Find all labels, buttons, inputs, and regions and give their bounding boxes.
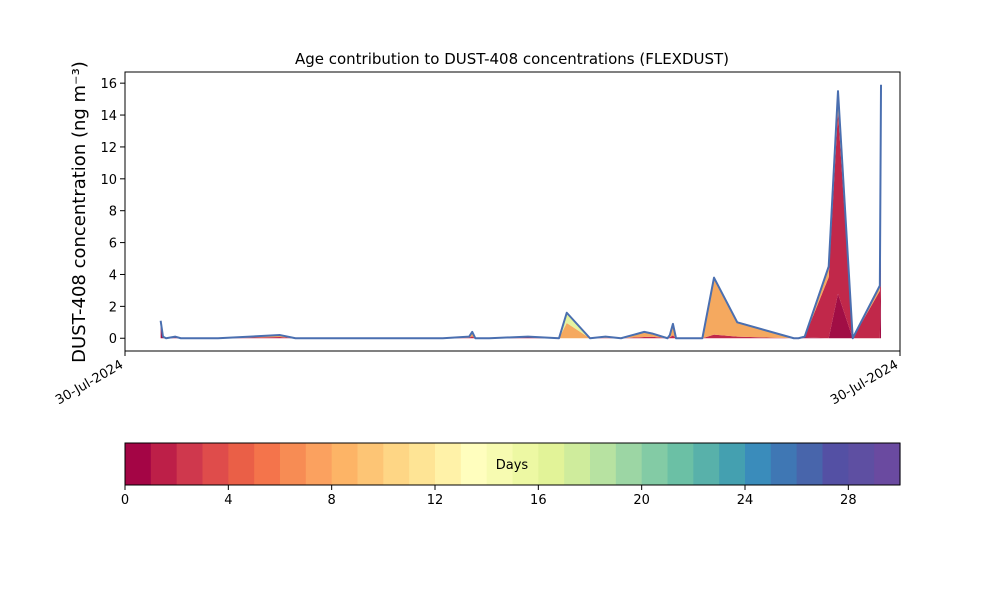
plot-frame [124, 71, 901, 352]
y-tick-label: 12 [100, 141, 117, 156]
colorbar-cell [512, 443, 539, 485]
area-layers [160, 84, 882, 339]
colorbar-ticks: 0 4 8 12 16 20 24 28 [121, 485, 857, 508]
colorbar-frame [124, 442, 901, 486]
colorbar-cell [357, 443, 384, 485]
colorbar-cell [202, 443, 229, 485]
colorbar-tick-label: 4 [224, 493, 232, 508]
area-age-2-8d [160, 92, 882, 339]
colorbar-tick-label: 24 [737, 493, 754, 508]
area-age-8-16d [160, 84, 882, 339]
y-tick-label: 14 [100, 109, 117, 124]
colorbar-tick-label: 20 [633, 493, 650, 508]
colorbar-label: Days [496, 458, 529, 473]
colorbar-cell [280, 443, 307, 485]
colorbar: Days 0 4 8 12 16 20 24 28 [121, 442, 901, 508]
colorbar-cell [796, 443, 824, 485]
y-tick-label: 6 [109, 237, 117, 252]
y-tick-label: 2 [109, 300, 117, 315]
colorbar-cell [460, 443, 488, 485]
colorbar-cell [150, 443, 178, 485]
colorbar-cell [176, 443, 204, 485]
colorbar-cell [305, 443, 333, 485]
colorbar-cell [538, 443, 565, 485]
y-axis: 0 2 4 6 8 10 12 14 16 [100, 77, 125, 347]
chart-title: Age contribution to DUST-408 concentrati… [295, 50, 729, 68]
colorbar-cell [615, 443, 643, 485]
colorbar-tick-label: 12 [427, 493, 444, 508]
colorbar-cell [564, 443, 591, 485]
colorbar-cells [125, 443, 901, 485]
y-axis-label: DUST-408 concentration (ng m⁻³) [69, 61, 90, 363]
total-concentration-line [159, 84, 883, 340]
colorbar-tick-label: 0 [121, 493, 129, 508]
y-tick-label: 10 [100, 173, 117, 188]
x-tick-label-start: 30-Jul-2024 [53, 357, 126, 408]
y-tick-label: 8 [109, 205, 117, 220]
colorbar-tick-label: 28 [840, 493, 857, 508]
colorbar-cell [822, 443, 849, 485]
colorbar-cell [667, 443, 694, 485]
colorbar-cell [228, 443, 255, 485]
y-tick-label: 16 [100, 77, 117, 92]
colorbar-cell [383, 443, 410, 485]
colorbar-cell [719, 443, 746, 485]
colorbar-cell [435, 443, 462, 485]
colorbar-cell [693, 443, 720, 485]
colorbar-cell [641, 443, 669, 485]
y-tick-label: 0 [109, 332, 117, 347]
colorbar-tick-label: 16 [530, 493, 547, 508]
total-line-group [159, 84, 883, 340]
area-age-16-20d [160, 84, 882, 339]
area-age-0-2d [160, 272, 882, 339]
x-tick-label-end: 30-Jul-2024 [828, 357, 901, 408]
colorbar-cell [770, 443, 798, 485]
colorbar-cell [874, 443, 901, 485]
colorbar-tick-label: 8 [328, 493, 336, 508]
colorbar-cell [254, 443, 281, 485]
colorbar-cell [745, 443, 772, 485]
colorbar-cell [331, 443, 359, 485]
y-tick-label: 4 [109, 268, 117, 283]
x-axis: 30-Jul-2024 30-Jul-2024 [53, 351, 901, 408]
colorbar-cell [409, 443, 436, 485]
colorbar-cell [125, 443, 152, 485]
colorbar-cell [590, 443, 617, 485]
colorbar-cell [848, 443, 875, 485]
colorbar-cell [486, 443, 514, 485]
